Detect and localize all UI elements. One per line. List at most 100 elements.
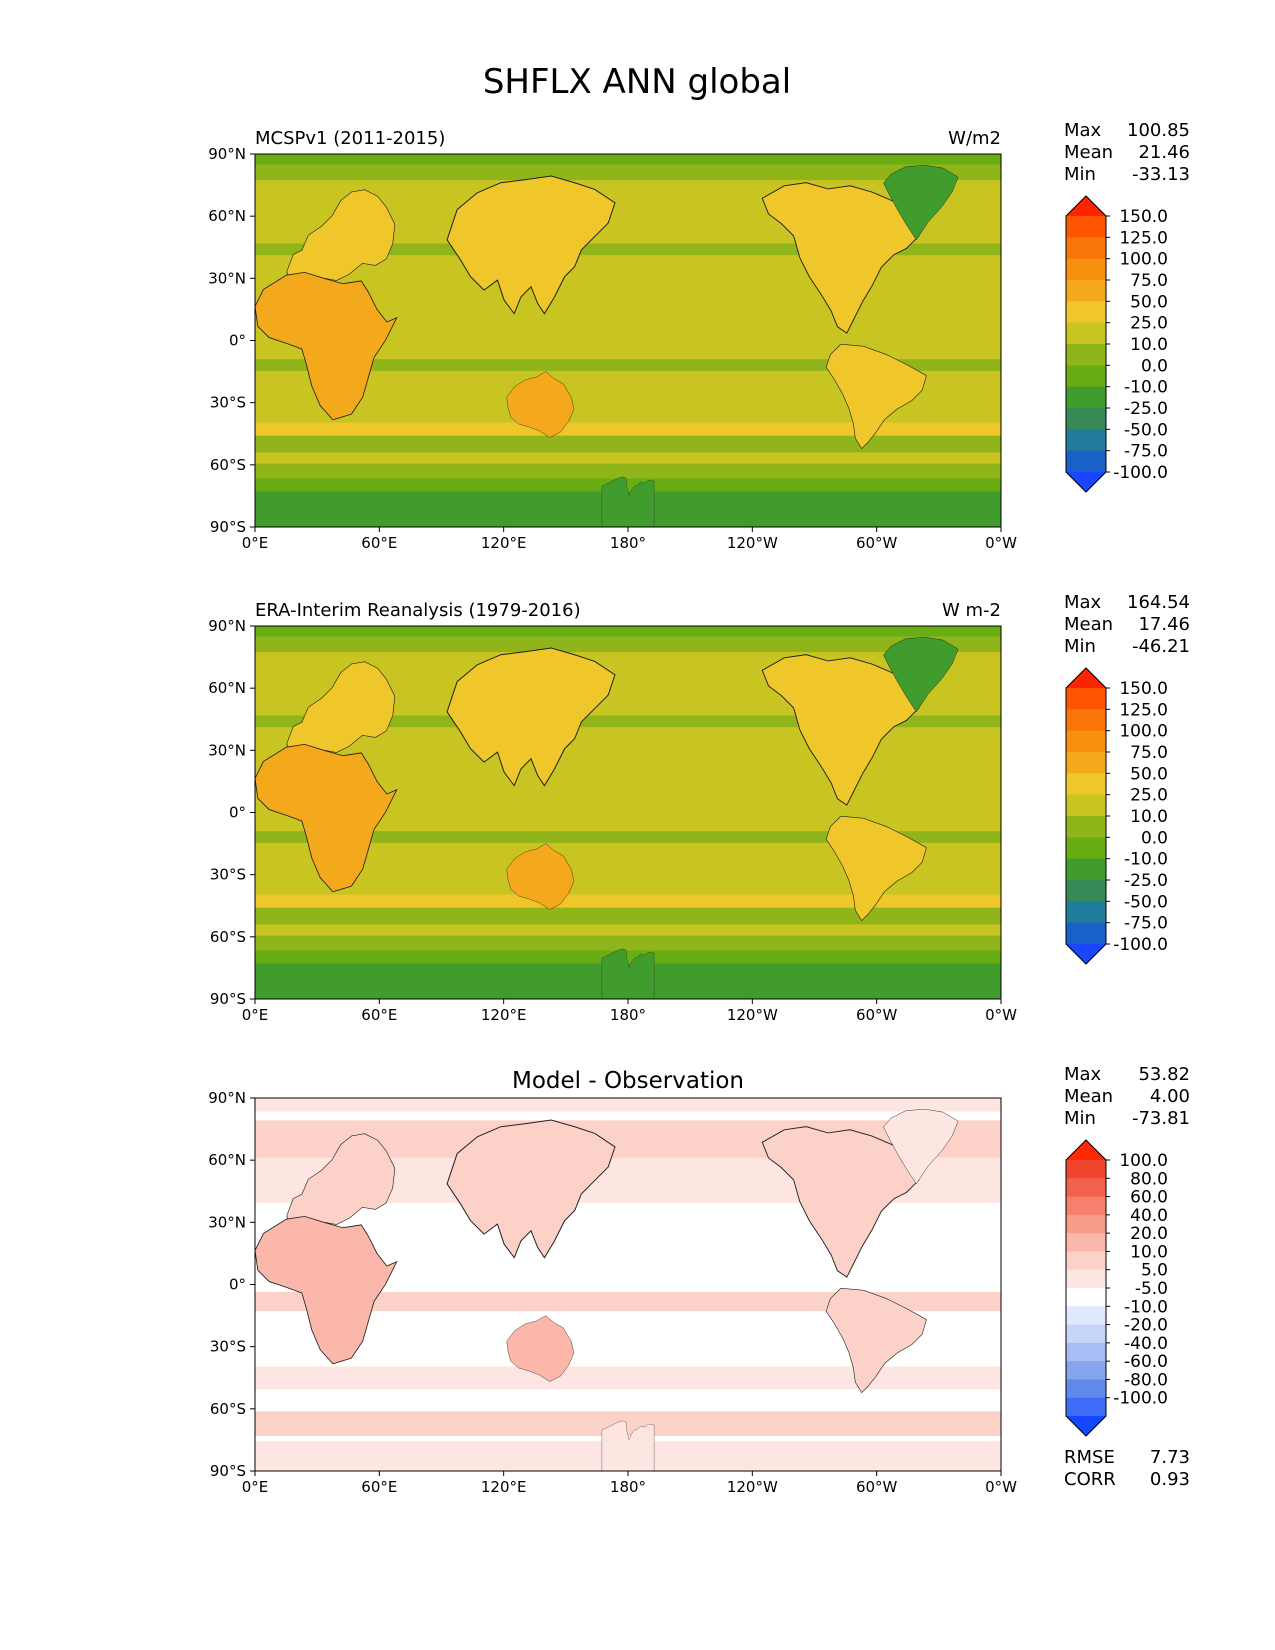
colorbar-tick-label: -75.0: [1124, 442, 1168, 462]
y-tick-label: 60°N: [208, 679, 246, 697]
latitude-band: [255, 154, 1001, 165]
latitude-band: [255, 422, 1001, 437]
extra-stat-label: RMSE: [1064, 1447, 1115, 1468]
colorbar-extend-min: [1066, 944, 1106, 964]
colorbar-tick-label: -40.0: [1124, 1334, 1168, 1354]
stat-label: Mean: [1064, 1086, 1113, 1107]
latitude-band: [255, 180, 1001, 192]
colorbar-segment: [1066, 1214, 1106, 1234]
colorbar-extend-max: [1066, 1140, 1106, 1160]
x-tick-label: 60°W: [856, 534, 898, 552]
x-tick-label: 0°E: [242, 1478, 269, 1496]
colorbar-segment: [1066, 344, 1106, 366]
latitude-band: [255, 924, 1001, 937]
stat-label: Min: [1064, 164, 1096, 185]
x-tick-label: 0°E: [242, 534, 269, 552]
colorbar-tick-label: 125.0: [1119, 700, 1168, 720]
x-tick-label: 0°W: [985, 534, 1017, 552]
latitude-band: [255, 1411, 1001, 1437]
latitude-band: [255, 950, 1001, 965]
colorbar-tick-label: 40.0: [1130, 1206, 1168, 1226]
colorbar-extend-max: [1066, 196, 1106, 216]
stat-value: 100.85: [1127, 120, 1190, 141]
colorbar-outline: [1065, 1139, 1107, 1437]
extra-stat-label: CORR: [1064, 1469, 1116, 1490]
colorbar-tick-label: -100.0: [1113, 1389, 1168, 1409]
stat-label: Min: [1064, 636, 1096, 657]
colorbar-tick-label: -5.0: [1135, 1279, 1168, 1299]
y-tick-label: 90°S: [210, 1462, 246, 1480]
colorbar-segment: [1066, 1306, 1106, 1325]
colorbar-segment: [1066, 794, 1106, 817]
stat-label: Mean: [1064, 614, 1113, 635]
colorbar-extend-min: [1066, 1416, 1106, 1436]
panel-left-title: MCSPv1 (2011-2015): [255, 128, 445, 149]
colorbar-tick-label: 10.0: [1130, 335, 1168, 355]
x-tick-label: 180°: [610, 534, 646, 552]
y-tick-label: 30°S: [210, 866, 246, 884]
colorbar-tick-label: 25.0: [1130, 314, 1168, 334]
colorbar-segment: [1066, 280, 1106, 302]
colorbar-segment: [1066, 1233, 1106, 1252]
colorbar-tick-label: -80.0: [1124, 1370, 1168, 1390]
latitude-band: [255, 626, 1001, 637]
y-tick-label: 30°N: [208, 1213, 246, 1231]
colorbar-segment: [1066, 858, 1106, 881]
x-tick-label: 120°E: [481, 1478, 527, 1496]
x-tick-label: 0°E: [242, 1006, 269, 1024]
y-tick-label: 0°: [229, 332, 246, 350]
y-tick-label: 60°N: [208, 207, 246, 225]
colorbar-segment: [1066, 880, 1106, 902]
colorbar-segment: [1066, 1361, 1106, 1380]
x-tick-label: 120°W: [727, 534, 778, 552]
colorbar-extend-min: [1066, 472, 1106, 492]
colorbar-tick-label: -20.0: [1124, 1316, 1168, 1336]
y-tick-label: 0°: [229, 804, 246, 822]
y-tick-label: 60°S: [210, 928, 246, 946]
colorbar-tick-label: 100.0: [1119, 250, 1168, 270]
latitude-band: [255, 1291, 1001, 1312]
colorbar-segment: [1066, 901, 1106, 924]
latitude-band: [255, 1098, 1001, 1112]
map-obs: [255, 626, 1001, 999]
panel-left-title: ERA-Interim Reanalysis (1979-2016): [255, 600, 581, 621]
stat-label: Max: [1064, 120, 1102, 141]
colorbar-segment: [1066, 752, 1106, 774]
colorbar-segment: [1066, 1324, 1106, 1344]
colorbar-segment: [1066, 688, 1106, 710]
colorbar-tick-label: 150.0: [1119, 679, 1168, 699]
x-tick-label: 120°W: [727, 1478, 778, 1496]
colorbar-segment: [1066, 450, 1106, 473]
y-tick-label: 90°S: [210, 990, 246, 1008]
x-tick-label: 60°E: [361, 1478, 397, 1496]
colorbar-segment: [1066, 301, 1106, 324]
map-model: [255, 154, 1001, 528]
y-tick-label: 30°N: [208, 269, 246, 287]
colorbar-segment: [1066, 1397, 1106, 1417]
y-tick-label: 30°S: [210, 394, 246, 412]
extra-stat-value: 7.73: [1150, 1447, 1190, 1468]
stat-value: 21.46: [1138, 142, 1190, 163]
colorbar-tick-label: 10.0: [1130, 1242, 1168, 1262]
colorbar-segment: [1066, 1160, 1106, 1179]
latitude-band: [255, 435, 1001, 453]
panel-units: W/m2: [948, 128, 1001, 149]
colorbar-tick-label: -25.0: [1124, 871, 1168, 891]
colorbar-tick-label: 150.0: [1119, 207, 1168, 227]
colorbar-tick-label: 25.0: [1130, 786, 1168, 806]
latitude-band: [255, 831, 1001, 843]
colorbar-segment: [1066, 1288, 1106, 1307]
x-tick-label: 120°E: [481, 534, 527, 552]
colorbar-segment: [1066, 429, 1106, 452]
colorbar-tick-label: -10.0: [1124, 850, 1168, 870]
colorbar-segment: [1066, 773, 1106, 796]
y-tick-label: 90°N: [208, 145, 246, 163]
colorbar-segment: [1066, 1379, 1106, 1399]
colorbar-tick-label: -50.0: [1124, 892, 1168, 912]
latitude-band: [255, 243, 1001, 256]
colorbar-segment: [1066, 922, 1106, 945]
x-tick-label: 60°E: [361, 1006, 397, 1024]
colorbar-segment: [1066, 816, 1106, 838]
extra-stat-value: 0.93: [1150, 1469, 1190, 1490]
y-tick-label: 60°S: [210, 1400, 246, 1418]
